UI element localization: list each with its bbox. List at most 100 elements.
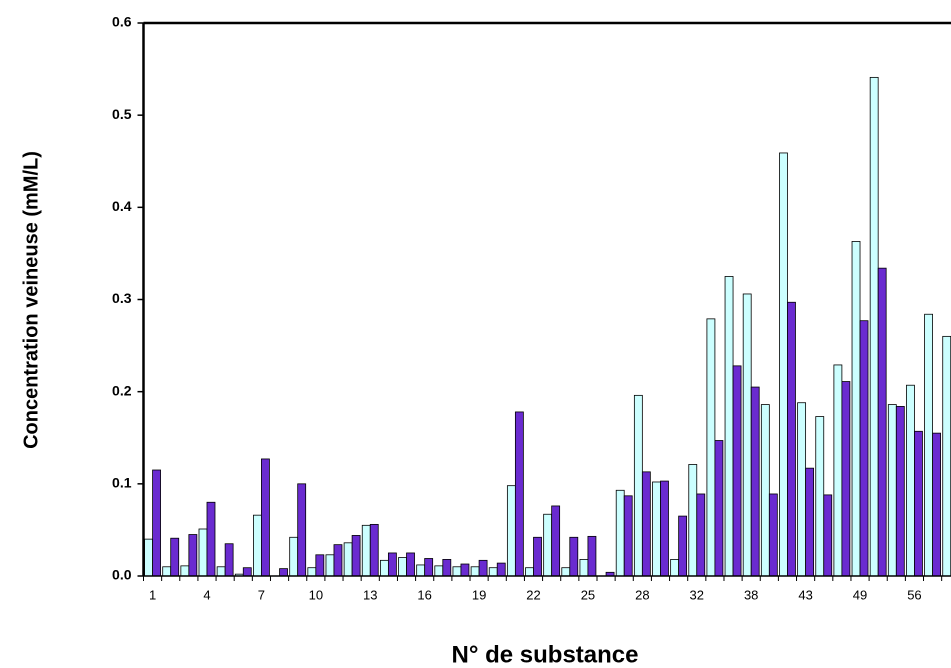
bar — [859, 320, 869, 577]
bar — [206, 501, 216, 577]
bar — [841, 381, 851, 577]
bar — [688, 464, 698, 577]
y-tick-label: 0.6 — [112, 14, 132, 30]
bar — [805, 467, 815, 577]
y-tick-label: 0.4 — [112, 198, 132, 214]
bar — [543, 513, 553, 577]
bar — [787, 301, 796, 577]
x-tick-label: 43 — [798, 587, 812, 602]
bar — [416, 564, 426, 577]
x-tick-label: 32 — [690, 587, 704, 602]
x-tick-label: 1 — [149, 587, 156, 602]
bar — [170, 537, 180, 577]
bar — [895, 406, 905, 577]
bar — [289, 536, 299, 577]
bar — [242, 567, 252, 577]
bar — [460, 563, 470, 577]
bar — [315, 554, 325, 577]
bar — [379, 559, 389, 577]
bar — [253, 514, 262, 577]
x-tick-label: 49 — [853, 587, 867, 602]
bar — [398, 557, 407, 577]
bar — [633, 394, 643, 577]
bar — [452, 566, 462, 577]
y-tick-label: 0.5 — [112, 106, 132, 122]
bar — [932, 432, 941, 577]
bar — [797, 402, 807, 577]
bar — [869, 76, 879, 577]
y-tick-label: 0.3 — [112, 290, 132, 306]
bar — [333, 544, 343, 577]
bar — [496, 562, 506, 577]
bar — [569, 536, 579, 577]
bar — [369, 523, 379, 577]
bar — [478, 559, 488, 577]
bar — [696, 493, 706, 577]
bar — [906, 384, 915, 577]
bar — [641, 471, 651, 577]
bar — [442, 559, 452, 577]
bar — [180, 565, 190, 577]
bar — [188, 534, 198, 577]
x-tick-label: 22 — [526, 587, 540, 602]
bar — [924, 313, 933, 577]
y-tick-label: 0.1 — [112, 475, 132, 491]
bar — [942, 335, 951, 577]
x-tick-label: 7 — [258, 587, 265, 602]
x-tick-label: 13 — [363, 587, 377, 602]
bar — [162, 566, 172, 577]
bar — [307, 567, 317, 577]
y-tick-label: 0.2 — [112, 382, 132, 398]
bar — [760, 404, 770, 577]
bar — [815, 416, 825, 577]
bar — [623, 495, 633, 577]
bar — [914, 430, 923, 577]
bar — [261, 458, 270, 577]
bar — [561, 567, 571, 577]
bar — [424, 558, 434, 577]
bar — [877, 267, 887, 577]
bar — [742, 293, 752, 577]
bar — [198, 528, 208, 577]
x-tick-label: 19 — [472, 587, 486, 602]
bar — [724, 276, 734, 577]
bar — [533, 536, 542, 577]
y-tick-label: 0.0 — [112, 567, 132, 583]
bar — [224, 543, 234, 577]
bar — [660, 480, 669, 577]
bar — [579, 559, 589, 577]
bar — [678, 515, 688, 577]
x-tick-label: 10 — [309, 587, 323, 602]
bar — [851, 241, 861, 577]
bar — [779, 152, 788, 577]
bar — [470, 566, 480, 577]
bar — [652, 481, 661, 577]
bar — [525, 567, 534, 577]
bar — [514, 411, 524, 577]
bar — [488, 567, 498, 577]
bar — [361, 524, 371, 577]
bar — [152, 469, 161, 577]
bar — [750, 386, 760, 577]
bar — [732, 365, 742, 577]
x-tick-label: 28 — [635, 587, 649, 602]
bar — [343, 542, 353, 577]
x-tick-label: 16 — [417, 587, 431, 602]
bar — [506, 485, 516, 577]
bar — [325, 554, 335, 577]
bar — [279, 568, 288, 577]
x-tick-label: 56 — [907, 587, 921, 602]
x-tick-label: 4 — [203, 587, 210, 602]
bar — [387, 552, 397, 577]
bar — [351, 535, 361, 577]
bar — [434, 565, 444, 577]
bar — [551, 505, 561, 577]
y-axis-title: Concentration veineuse (mM/L) — [20, 151, 42, 449]
bar — [144, 538, 153, 577]
bar — [587, 535, 597, 577]
bar — [823, 494, 833, 577]
x-tick-label: 25 — [581, 587, 595, 602]
bar — [297, 483, 307, 577]
x-axis-title: N° de substance — [452, 641, 639, 668]
bar — [216, 566, 226, 577]
